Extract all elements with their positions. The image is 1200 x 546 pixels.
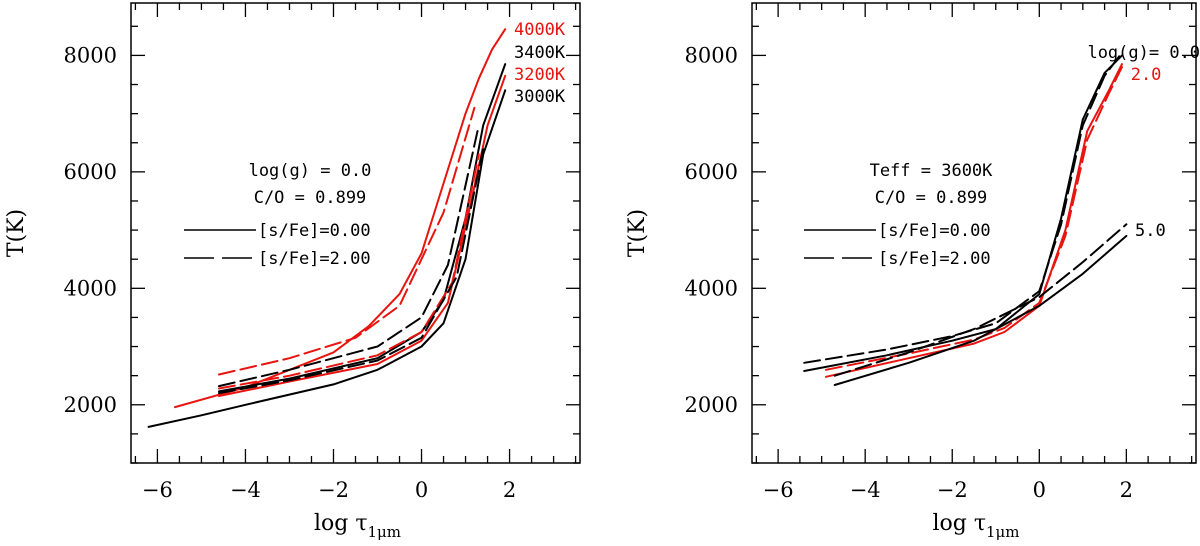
y-axis-label: T(K) (625, 209, 650, 257)
annotation-line: C/O = 0.899 (254, 188, 367, 208)
curve-label: 2.0 (1131, 65, 1162, 85)
annotation-line: Teff = 3600K (870, 161, 994, 181)
legend-label: [s/Fe]=0.00 (878, 221, 991, 241)
annotation-line: log(g) = 0.0 (249, 161, 372, 181)
y-tick-label: 6000 (64, 160, 117, 184)
series-line-3200k-s-fe-0-00 (218, 74, 507, 397)
x-axis-label: log τ1μm (932, 511, 1019, 541)
x-tick-label: −2 (318, 478, 349, 502)
curve-label: 3200K (514, 65, 566, 85)
legend-label: [s/Fe]=0.00 (258, 221, 371, 241)
curve-label: 3000K (514, 87, 566, 107)
x-tick-label: −6 (142, 478, 173, 502)
series-line-log-g-5-0-s-fe-2-00 (833, 223, 1128, 377)
series-line-4000k-s-fe-0-00 (174, 28, 507, 409)
series-line-3000k-s-fe-2-00 (218, 147, 485, 395)
series-line-3000k-s-fe-0-00 (147, 89, 507, 428)
y-tick-label: 8000 (685, 43, 738, 67)
series-line-log-g-0-0-s-fe-0-00 (803, 54, 1123, 372)
chart-panel-right: −6 −4 −2 0 2 2000 4000 6000 8000 log τ1μm T(K) log(… (625, 2, 1200, 541)
x-tick-label: −2 (937, 478, 968, 502)
legend-label: [s/Fe]=2.00 (878, 249, 991, 269)
x-tick-label: 0 (1033, 478, 1046, 502)
x-tick-label: 2 (1120, 478, 1133, 502)
curve-label: 3400K (514, 43, 566, 63)
x-tick-label: −4 (850, 478, 881, 502)
series-line-3400k-s-fe-2-00 (218, 124, 480, 388)
x-tick-label: 2 (503, 478, 516, 502)
y-tick-label: 4000 (685, 276, 738, 300)
series-line-4000k-s-fe-2-00 (218, 106, 476, 376)
curve-label: log(g)= 0.0 (1087, 43, 1200, 63)
x-tick-label: 0 (415, 478, 428, 502)
y-tick-label: 2000 (64, 393, 117, 417)
y-tick-label: 8000 (64, 43, 117, 67)
annotation-line: C/O = 0.899 (875, 188, 988, 208)
x-tick-label: −4 (230, 478, 261, 502)
series-line-log-g-0-0-s-fe-2-00 (803, 51, 1123, 364)
curve-label: 5.0 (1135, 221, 1166, 241)
series-line-3200k-s-fe-2-00 (218, 153, 480, 390)
series-line-log-g-5-0-s-fe-0-00 (833, 234, 1128, 386)
chart-panel-left: −6 −4 −2 0 2 2000 4000 6000 8000 log τ1μm T(K) 4000… (4, 2, 581, 541)
x-tick-label: −6 (763, 478, 794, 502)
x-axis-label: log τ1μm (314, 511, 401, 541)
legend-label: [s/Fe]=2.00 (258, 249, 371, 269)
y-tick-label: 4000 (64, 276, 117, 300)
y-tick-label: 2000 (685, 393, 738, 417)
y-axis-label: T(K) (4, 209, 29, 257)
curve-label: 4000K (514, 20, 566, 40)
series-line-log-g-2-0-s-fe-2-00 (825, 66, 1123, 371)
y-tick-label: 6000 (685, 160, 738, 184)
